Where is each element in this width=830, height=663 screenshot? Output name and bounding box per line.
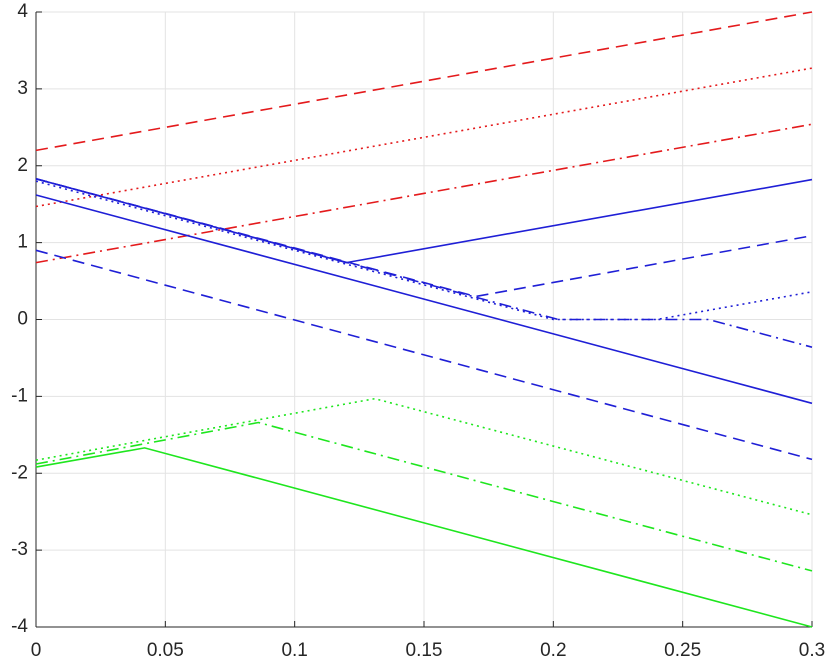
y-tick-label: 4 <box>17 1 28 22</box>
line-series <box>35 123 813 264</box>
y-tick-label: 2 <box>17 155 28 176</box>
x-tick-label: 0.05 <box>147 640 184 661</box>
x-tick-label: 0.25 <box>664 640 701 661</box>
line-series <box>35 447 813 628</box>
line-series <box>35 249 813 461</box>
x-tick-label: 0 <box>31 640 42 661</box>
line-series <box>35 421 813 572</box>
y-tick-label: -4 <box>11 616 28 637</box>
x-tick-label: 0.2 <box>540 640 566 661</box>
y-tick-label: 3 <box>17 78 28 99</box>
x-tick-label: 0.1 <box>281 640 307 661</box>
y-tick-label: -3 <box>11 539 28 560</box>
y-tick-label: -2 <box>11 462 28 483</box>
x-tick-label: 0.3 <box>799 640 825 661</box>
y-tick-label: 0 <box>17 309 28 330</box>
line-series <box>35 194 813 405</box>
y-tick-label: -1 <box>11 385 28 406</box>
x-tick-label: 0.15 <box>406 640 443 661</box>
line-series <box>35 397 813 516</box>
line-series <box>35 178 813 348</box>
y-tick-label: 1 <box>17 232 28 253</box>
line-series <box>35 11 813 152</box>
